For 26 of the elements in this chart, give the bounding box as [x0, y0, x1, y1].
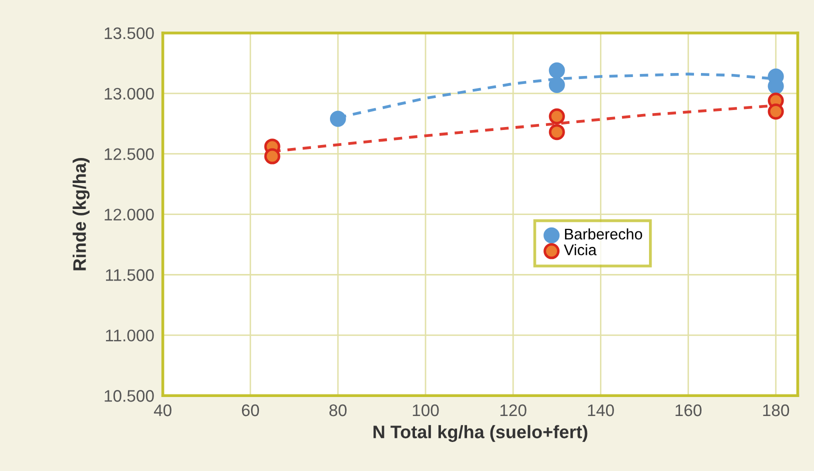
y-tick-label: 12.000 — [104, 208, 154, 221]
legend-label: Vicia — [564, 244, 597, 256]
x-tick-label: 80 — [329, 404, 347, 416]
x-tick-label: 180 — [763, 404, 790, 416]
point — [548, 124, 565, 140]
x-tick-label: 100 — [412, 404, 439, 416]
y-tick-label: 11.500 — [106, 269, 154, 281]
point — [264, 148, 280, 164]
y-axis-title: Rinde (kg/ha) — [72, 158, 90, 270]
x-tick-label: 60 — [242, 404, 259, 416]
x-tick-label: 160 — [676, 404, 702, 416]
point — [548, 108, 565, 124]
x-tick-label: 140 — [588, 404, 614, 416]
y-tick-label: 12.500 — [104, 148, 154, 160]
y-tick-label: 10.500 — [104, 390, 154, 402]
point — [548, 76, 565, 93]
y-tick-label: 11.000 — [106, 330, 154, 342]
legend-label: Barberecho — [565, 228, 642, 240]
point — [768, 104, 784, 120]
x-tick-label: 40 — [154, 404, 172, 416]
point — [548, 62, 565, 78]
point — [330, 110, 346, 127]
x-tick-label: 120 — [500, 404, 526, 416]
y-tick-label: 13.000 — [104, 88, 154, 100]
x-axis-title: N Total kg/ha (suelo+fert) — [374, 425, 588, 442]
y-tick-label: 13.500 — [104, 27, 154, 40]
